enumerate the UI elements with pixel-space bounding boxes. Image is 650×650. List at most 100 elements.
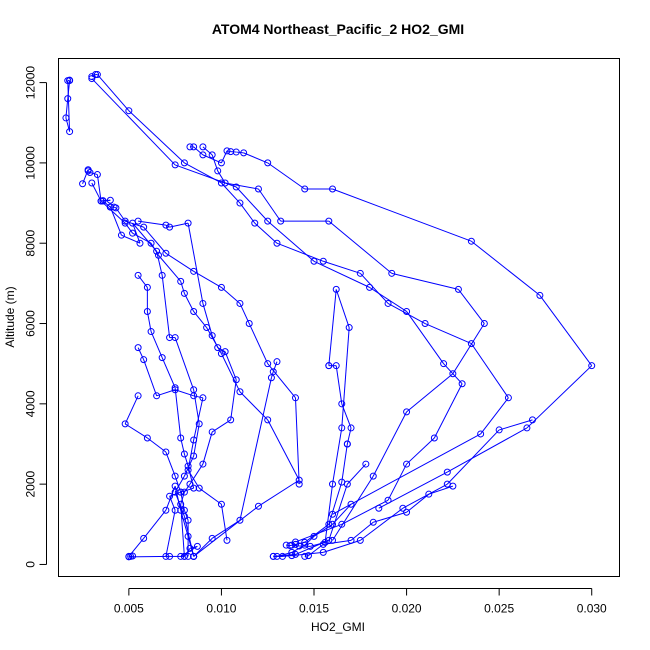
data-point <box>184 516 192 524</box>
data-point <box>140 534 148 542</box>
data-point <box>366 283 374 291</box>
series-segment <box>332 188 472 242</box>
data-point <box>180 472 188 480</box>
data-point <box>362 460 370 468</box>
series-segment <box>174 387 182 439</box>
series-segment <box>239 303 250 324</box>
data-point <box>306 542 314 550</box>
data-point <box>332 362 340 370</box>
x-tick-label: 0.010 <box>206 602 236 616</box>
data-point <box>232 148 240 156</box>
data-point <box>86 169 94 177</box>
data-point <box>288 552 296 560</box>
data-point <box>217 159 225 167</box>
series-segment <box>291 544 300 547</box>
series-segment <box>239 202 256 224</box>
series-segment <box>183 453 189 467</box>
series-segment <box>193 397 204 441</box>
series-segment <box>150 331 163 358</box>
series-segment <box>91 78 176 166</box>
data-point <box>79 180 87 188</box>
data-point <box>345 324 353 332</box>
data-point <box>217 283 225 291</box>
data-point <box>171 384 179 392</box>
y-axis: 0 2000 4000 6000 8000 10000 12000 <box>24 66 47 568</box>
data-point <box>319 540 327 548</box>
data-point <box>217 350 225 358</box>
series-segment <box>202 431 213 465</box>
series-segment <box>372 411 408 477</box>
series-segment <box>428 485 454 495</box>
data-point <box>301 552 309 560</box>
series-segment <box>221 287 241 304</box>
data-point <box>208 151 216 159</box>
chart-title: ATOM4 Northeast_Pacific_2 HO2_GMI <box>212 21 464 37</box>
data-point <box>162 506 170 514</box>
data-point <box>347 424 355 432</box>
data-point <box>199 143 207 151</box>
data-point <box>223 536 231 544</box>
data-point <box>277 217 285 225</box>
data-point <box>301 185 309 193</box>
series-segment <box>294 397 300 485</box>
series-segment <box>202 303 213 336</box>
data-point <box>536 291 544 299</box>
data-point <box>62 114 70 122</box>
data-point <box>140 223 148 231</box>
series-segment <box>480 397 509 435</box>
series-11 <box>134 344 231 544</box>
series-segment <box>180 492 185 505</box>
series-segment <box>220 150 228 164</box>
data-point <box>264 360 272 368</box>
data-point <box>332 285 340 293</box>
series-segment <box>324 484 334 543</box>
data-point <box>184 466 192 474</box>
data-point <box>217 500 225 508</box>
series-segment <box>230 379 237 420</box>
series-segment <box>193 395 204 399</box>
data-point <box>425 490 433 498</box>
data-point <box>190 552 198 560</box>
data-point <box>121 420 129 428</box>
data-point <box>208 428 216 436</box>
series-segment <box>359 507 404 541</box>
series-segment <box>158 254 182 282</box>
y-tick-label: 6000 <box>24 310 38 337</box>
x-tick-label: 0.020 <box>392 602 422 616</box>
series-segment <box>189 463 204 485</box>
series-segment <box>424 323 472 345</box>
data-point <box>177 552 185 560</box>
data-point <box>93 71 101 79</box>
data-point <box>467 340 475 348</box>
series-segment <box>224 351 237 380</box>
series-segment <box>180 510 189 537</box>
series-segment <box>183 483 191 493</box>
series-segment <box>165 485 176 511</box>
series-segment <box>67 80 71 132</box>
data-point <box>347 500 355 508</box>
data-point <box>125 107 133 115</box>
data-point <box>147 239 155 247</box>
data-point <box>310 257 318 265</box>
data-point <box>208 534 216 542</box>
series-20 <box>288 285 353 550</box>
data-point <box>214 344 222 352</box>
series-segment <box>291 551 324 557</box>
y-tick-label: 8000 <box>24 230 38 257</box>
data-point <box>304 552 312 560</box>
series-segment <box>341 327 350 428</box>
data-point <box>97 197 105 205</box>
data-point <box>251 219 259 227</box>
data-point <box>162 221 170 229</box>
y-tick-label: 4000 <box>24 390 38 417</box>
y-axis-label: Altitude (m) <box>3 286 17 347</box>
data-point <box>125 553 133 561</box>
series-7 <box>88 179 303 560</box>
series-segment <box>165 510 176 557</box>
data-point <box>430 434 438 442</box>
data-point <box>143 283 151 291</box>
series-segment <box>220 353 241 393</box>
series-segment <box>138 220 166 226</box>
series-segment <box>187 439 195 471</box>
data-point <box>66 76 74 84</box>
